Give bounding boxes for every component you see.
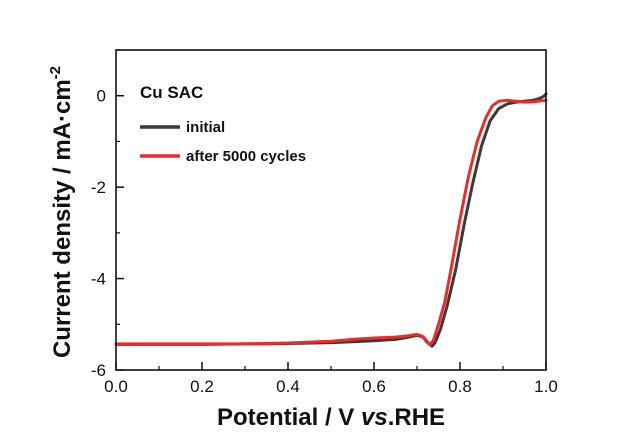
- y-tick-label: -6: [91, 361, 106, 380]
- chart-annotation: Cu SAC: [140, 83, 203, 102]
- x-axis-title: Potential / V vs.RHE: [217, 404, 445, 431]
- x-axis-title-suffix: .RHE: [388, 404, 445, 431]
- x-tick-label: 0.6: [362, 377, 386, 396]
- series-line-after-cycles: [114, 98, 548, 346]
- x-tick-label: 0.2: [190, 377, 214, 396]
- y-tick-label: -4: [91, 270, 106, 289]
- x-axis-title-italic: vs: [361, 404, 388, 431]
- x-tick-label: 0.4: [276, 377, 300, 396]
- x-tick-label: 0.8: [448, 377, 472, 396]
- legend-label-after-cycles: after 5000 cycles: [186, 148, 306, 165]
- y-axis-title: Current density / mA·cm-2: [47, 66, 76, 358]
- y-axis-title-sup: -2: [47, 66, 64, 79]
- x-tick-label: 1.0: [534, 377, 558, 396]
- ticks-layer: 0.0 0.2 0.4 0.6 0.8 1.0 0 -2 -4 -6: [91, 49, 558, 396]
- plot-frame: [115, 49, 547, 371]
- legend-label-initial: initial: [186, 119, 225, 136]
- y-tick-label: 0: [97, 87, 106, 106]
- legend: initial after 5000 cycles: [140, 119, 306, 165]
- x-tick-label: 0.0: [104, 377, 128, 396]
- series-layer: [114, 92, 548, 348]
- x-axis-title-prefix: Potential / V: [217, 404, 361, 431]
- y-axis-title-main: Current density / mA·cm: [49, 79, 76, 358]
- y-tick-label: -2: [91, 178, 106, 197]
